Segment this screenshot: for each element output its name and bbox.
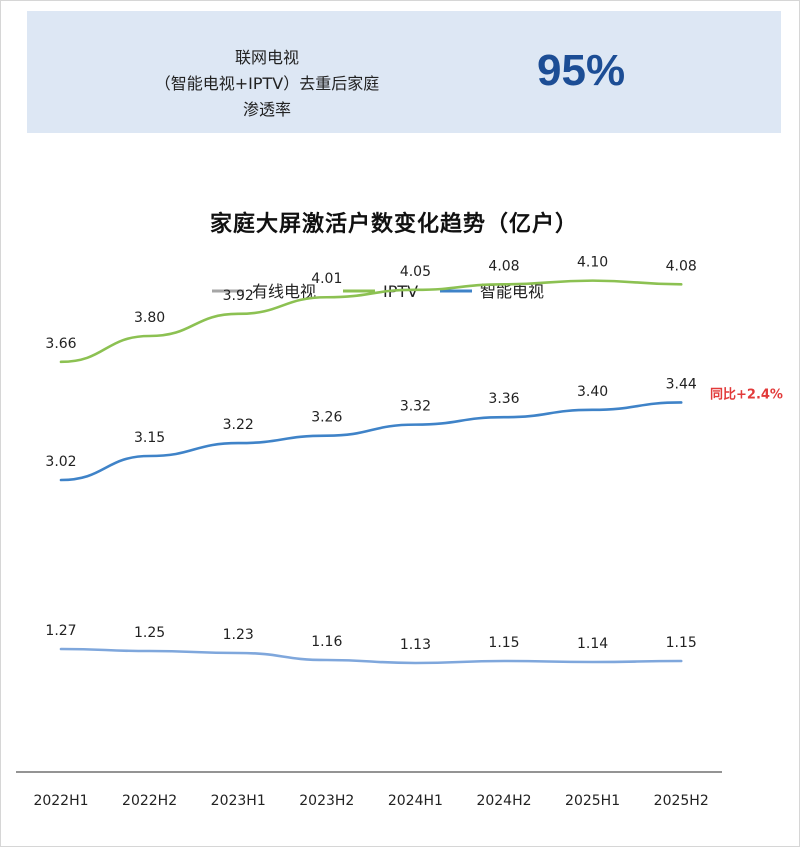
penetration-value: 95%	[537, 46, 626, 95]
data-label-smart: 3.44	[666, 376, 697, 392]
data-label-smart: 3.36	[488, 391, 519, 407]
banner-line-2: （智能电视+IPTV）去重后家庭渗透率	[154, 74, 380, 119]
data-label-cable: 1.13	[400, 637, 431, 653]
data-label-cable: 1.16	[311, 634, 342, 650]
data-label-cable: 1.23	[223, 627, 254, 643]
data-label-cable: 1.15	[666, 635, 697, 651]
data-label-cable: 1.25	[134, 625, 165, 641]
banner-line-1: 联网电视	[234, 48, 299, 67]
series-line-smart	[59, 401, 683, 482]
legend-label-smart: 智能电视	[480, 282, 544, 301]
data-label-cable: 1.27	[45, 623, 76, 639]
data-label-iptv: 3.66	[45, 336, 76, 352]
data-label-iptv: 4.08	[488, 258, 519, 274]
x-tick-label: 2025H1	[565, 793, 620, 809]
yoy-annotation: 同比+2.4%	[710, 386, 783, 402]
series-line-iptv	[59, 279, 683, 364]
data-label-iptv: 4.08	[666, 258, 697, 274]
data-label-cable: 1.14	[577, 636, 608, 652]
data-label-iptv: 4.05	[400, 264, 431, 280]
legend-label-cable: 有线电视	[252, 282, 316, 301]
x-tick-label: 2022H2	[122, 793, 177, 809]
x-tick-label: 2025H2	[654, 793, 709, 809]
x-tick-label: 2023H1	[211, 793, 266, 809]
chart-title: 家庭大屏激活户数变化趋势（亿户）	[209, 212, 578, 237]
data-label-smart: 3.26	[311, 410, 342, 426]
data-label-iptv: 3.92	[223, 288, 254, 304]
x-tick-label: 2022H1	[33, 793, 88, 809]
data-label-smart: 3.40	[577, 384, 608, 400]
data-label-smart: 3.15	[134, 430, 165, 446]
x-tick-label: 2024H1	[388, 793, 443, 809]
data-label-iptv: 3.80	[134, 310, 165, 326]
series-line-cable	[59, 647, 683, 665]
x-tick-label: 2023H2	[299, 793, 354, 809]
banner-caption: 联网电视 （智能电视+IPTV）去重后家庭渗透率	[147, 45, 387, 123]
data-label-cable: 1.15	[488, 635, 519, 651]
penetration-banner: 联网电视 （智能电视+IPTV）去重后家庭渗透率 95%	[27, 11, 781, 133]
data-label-smart: 3.32	[400, 399, 431, 415]
x-tick-label: 2024H2	[476, 793, 531, 809]
data-label-smart: 3.02	[45, 454, 76, 470]
data-label-iptv: 4.01	[311, 271, 342, 287]
data-label-iptv: 4.10	[577, 255, 608, 271]
data-label-smart: 3.22	[223, 417, 254, 433]
